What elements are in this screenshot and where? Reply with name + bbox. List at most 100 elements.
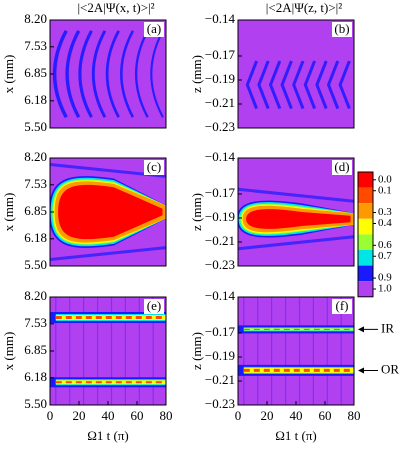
annotation: OR xyxy=(381,361,399,376)
heatmap xyxy=(50,20,166,128)
heatmap-pattern xyxy=(78,30,93,118)
x-tick-label: 40 xyxy=(102,408,115,423)
heatmap xyxy=(238,20,354,128)
y-axis-label: z (mm) xyxy=(189,193,204,231)
heatmap-pattern xyxy=(280,60,293,110)
panel-label: (e) xyxy=(147,298,161,313)
panel-label: (f) xyxy=(336,298,349,313)
panel-label: (d) xyxy=(334,159,349,174)
label-box xyxy=(332,299,352,314)
heatmap-pattern xyxy=(52,29,68,119)
heatmap-bg xyxy=(238,297,354,405)
y-tick-label: 7.53 xyxy=(24,176,47,191)
x-tick-label: 20 xyxy=(73,408,86,423)
colorbar-frame xyxy=(357,171,374,298)
label-box xyxy=(332,22,352,37)
colorbar-swatch xyxy=(358,203,373,219)
y-axis-label: z (mm) xyxy=(189,332,204,370)
heatmap-bg xyxy=(238,20,354,128)
y-tick-label: −0.21 xyxy=(205,95,235,110)
colorbar-swatch xyxy=(358,265,373,282)
y-tick-label: 6.18 xyxy=(24,92,47,107)
label-box xyxy=(144,299,164,314)
colorbar-swatch xyxy=(358,187,373,204)
label-box xyxy=(144,22,164,37)
y-tick-label: 5.50 xyxy=(24,396,47,411)
x-tick-label: 40 xyxy=(290,408,303,423)
heatmap-pattern xyxy=(315,60,328,110)
y-tick-label: 6.85 xyxy=(24,342,47,357)
heatmap-pattern xyxy=(120,30,135,118)
colorbar-tick-label: 0.7 xyxy=(378,250,392,262)
y-tick-label: 5.50 xyxy=(24,257,47,272)
y-tick-label: 7.53 xyxy=(24,38,47,53)
y-tick-label: 6.85 xyxy=(24,65,47,80)
y-tick-label: 5.50 xyxy=(24,119,47,134)
x-tick-label: 80 xyxy=(348,408,361,423)
label-box xyxy=(332,160,352,175)
y-tick-label: 8.20 xyxy=(24,149,47,164)
heatmap xyxy=(238,158,354,266)
heatmap-pattern xyxy=(326,60,340,110)
y-tick-label: 8.20 xyxy=(24,11,47,26)
annotation: IR xyxy=(381,320,394,335)
y-tick-label: −0.21 xyxy=(205,372,235,387)
y-tick-label: −0.23 xyxy=(205,257,235,272)
heatmap-pattern xyxy=(303,60,316,110)
colorbar-tick-label: 1.0 xyxy=(378,283,392,295)
y-tick-label: −0.17 xyxy=(205,324,236,339)
y-tick-label: −0.14 xyxy=(205,149,236,164)
heatmap-pattern xyxy=(257,60,270,110)
x-axis-label: Ω1 t (π) xyxy=(275,428,317,443)
x-tick-label: 80 xyxy=(160,408,173,423)
heatmap xyxy=(50,297,166,405)
heatmap-pattern xyxy=(150,30,164,118)
panel-label: (c) xyxy=(147,159,161,174)
colorbar-tick-label: 0.3 xyxy=(378,206,392,218)
y-tick-label: −0.23 xyxy=(205,396,235,411)
x-tick-label: 60 xyxy=(131,408,144,423)
colorbar-tick-label: 0.1 xyxy=(378,184,392,196)
y-tick-label: −0.14 xyxy=(205,11,236,26)
y-tick-label: −0.17 xyxy=(205,185,236,200)
heatmap-pattern xyxy=(292,60,305,110)
y-tick-label: 7.53 xyxy=(24,315,47,330)
label-box xyxy=(144,160,164,175)
x-axis-label: Ω1 t (π) xyxy=(87,428,129,443)
y-tick-label: 6.85 xyxy=(24,203,47,218)
y-tick-label: −0.14 xyxy=(205,288,236,303)
colorbar-swatch xyxy=(358,218,373,235)
y-axis-label: x (mm) xyxy=(1,332,16,371)
heatmap-pattern xyxy=(268,60,282,110)
y-tick-label: −0.21 xyxy=(205,233,235,248)
panel-label: (b) xyxy=(334,21,349,36)
y-tick-label: 6.18 xyxy=(24,230,47,245)
heatmap-pattern xyxy=(105,30,120,118)
colorbar-swatch xyxy=(358,250,373,266)
x-tick-label: 20 xyxy=(261,408,274,423)
heatmap-pattern xyxy=(246,209,351,229)
colorbar-tick-label: 0.4 xyxy=(378,217,392,229)
heatmap-pattern xyxy=(238,187,354,251)
plot-frame xyxy=(237,157,355,267)
y-tick-label: −0.19 xyxy=(205,71,235,86)
plot-frame xyxy=(237,19,355,129)
colorbar-swatch xyxy=(358,281,373,297)
arrow-head xyxy=(358,367,364,374)
heatmap xyxy=(238,297,354,405)
heatmap-pattern xyxy=(91,30,107,118)
colorbar-swatch xyxy=(358,234,373,250)
colorbar-tick-label: 0.6 xyxy=(378,239,392,251)
y-tick-label: −0.17 xyxy=(205,47,236,62)
arrow-head xyxy=(358,326,364,333)
y-tick-label: −0.19 xyxy=(205,348,235,363)
colorbar-tick-label: 0.9 xyxy=(378,272,392,284)
panel-title: |<2A|Ψ(z, t)>|² xyxy=(266,0,342,15)
x-tick-label: 0 xyxy=(235,408,242,423)
heatmap-pattern xyxy=(58,184,163,240)
y-tick-label: −0.19 xyxy=(205,209,235,224)
heatmap-pattern xyxy=(134,30,149,118)
y-tick-label: 8.20 xyxy=(24,288,47,303)
colorbar-tick-label: 0.0 xyxy=(378,173,392,185)
heatmap-pattern xyxy=(338,60,351,110)
